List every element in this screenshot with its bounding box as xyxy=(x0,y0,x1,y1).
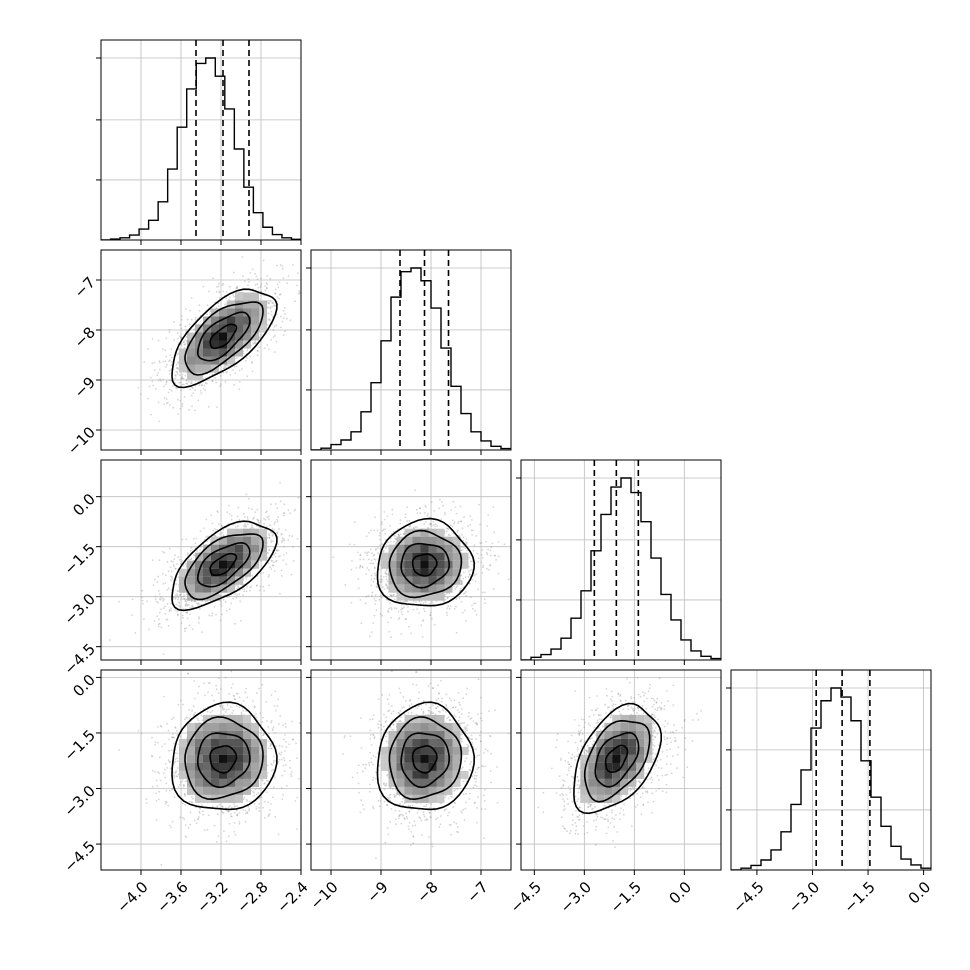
contour-3 xyxy=(376,517,476,607)
contour-2 xyxy=(184,301,264,376)
contour-3 xyxy=(171,288,278,389)
contour-1 xyxy=(400,732,451,789)
x-tick-label: 0.0 xyxy=(905,878,935,908)
contour-2 xyxy=(184,533,264,601)
x-tick-label: −3.0 xyxy=(785,878,823,916)
y-tick-label: −1.5 xyxy=(61,540,99,578)
panel-frame xyxy=(100,249,302,451)
panel-1-1 xyxy=(306,249,512,455)
contour-1 xyxy=(594,731,640,788)
contour-1 xyxy=(197,732,251,789)
contour-1 xyxy=(197,311,251,362)
panel-2-1 xyxy=(306,459,512,665)
x-tick-label: −4.5 xyxy=(729,878,767,916)
x-tick-label: −10 xyxy=(307,878,342,913)
x-tick-label: −7 xyxy=(463,878,491,906)
y-tick-label: 0.0 xyxy=(69,490,99,520)
y-tick-label: −4.5 xyxy=(61,640,99,678)
x-tick-label: −2.4 xyxy=(273,878,311,916)
density-peak xyxy=(612,754,621,763)
y-tick-label: −8 xyxy=(71,323,99,351)
x-tick-label: −3.0 xyxy=(557,878,595,916)
panel-frame xyxy=(100,669,302,871)
panel-0-0 xyxy=(96,39,302,245)
panel-2-2 xyxy=(516,459,722,665)
contour-3 xyxy=(573,702,662,815)
panel-3-2: −4.5 −3.0 −1.5 0.0 xyxy=(507,669,722,917)
histogram-1 xyxy=(311,267,511,450)
y-tick-label: −7 xyxy=(71,273,99,301)
panel-1-0: −10 −9 −8 −7 xyxy=(64,249,302,458)
contour-2 xyxy=(388,716,463,801)
density-peak xyxy=(420,754,429,763)
panel-frame xyxy=(310,459,512,661)
x-tick-label: 0.0 xyxy=(665,878,695,908)
y-tick-label: −1.5 xyxy=(61,726,99,764)
density-peak xyxy=(420,560,429,569)
y-tick-label: −4.5 xyxy=(61,837,99,875)
panel-3-0: −4.5−3.0−1.50.0−4.0 −3.6 −3.2 −2.8 −2.4 xyxy=(61,669,312,917)
panel-frame xyxy=(310,249,512,451)
x-tick-label: −8 xyxy=(413,878,441,906)
contour-2 xyxy=(583,719,651,803)
panel-frame xyxy=(520,669,722,871)
x-tick-label: −4.0 xyxy=(113,878,151,916)
panel-frame xyxy=(730,669,932,871)
panel-3-3: −4.5 −3.0 −1.5 0.0 xyxy=(726,669,935,917)
density-peak xyxy=(219,754,227,763)
panel-3-1: −10 −9 −8 −7 xyxy=(306,669,512,913)
panel-frame xyxy=(100,39,302,241)
contour-0 xyxy=(411,745,438,774)
x-tick-label: −9 xyxy=(363,878,391,906)
x-tick-label: −3.2 xyxy=(193,878,231,916)
y-tick-label: −9 xyxy=(71,373,99,401)
contour-0 xyxy=(604,744,629,773)
contour-2 xyxy=(388,529,463,599)
contour-0 xyxy=(209,552,238,577)
contour-0 xyxy=(209,323,238,350)
panel-frame xyxy=(310,669,512,871)
density-peak xyxy=(219,560,227,569)
histogram-3 xyxy=(731,687,931,870)
y-tick-label: −3.0 xyxy=(61,590,99,628)
y-tick-label: −10 xyxy=(64,423,99,458)
histogram-0 xyxy=(101,57,301,240)
contour-1 xyxy=(400,542,451,589)
x-tick-label: −4.5 xyxy=(507,878,545,916)
y-tick-label: −3.0 xyxy=(61,782,99,820)
panel-frame xyxy=(100,459,302,661)
x-tick-label: −1.5 xyxy=(840,878,878,916)
histogram-2 xyxy=(521,477,721,660)
contour-2 xyxy=(184,716,264,801)
x-tick-label: −1.5 xyxy=(607,878,645,916)
contour-0 xyxy=(411,553,438,577)
panels: −10−9−8−7−4.5−3.0−1.50.0−4.5−3.0−1.50.0−… xyxy=(61,39,935,917)
x-tick-label: −3.6 xyxy=(153,878,191,916)
panel-frame xyxy=(520,459,722,661)
contour-1 xyxy=(197,541,251,588)
contour-3 xyxy=(171,520,278,612)
contour-3 xyxy=(376,701,476,811)
x-tick-label: −2.8 xyxy=(233,878,271,916)
contour-3 xyxy=(171,701,278,811)
density-peak xyxy=(219,332,227,341)
panel-2-0: −4.5 −3.0 −1.5 0.0 xyxy=(61,459,302,678)
contour-0 xyxy=(209,745,238,774)
